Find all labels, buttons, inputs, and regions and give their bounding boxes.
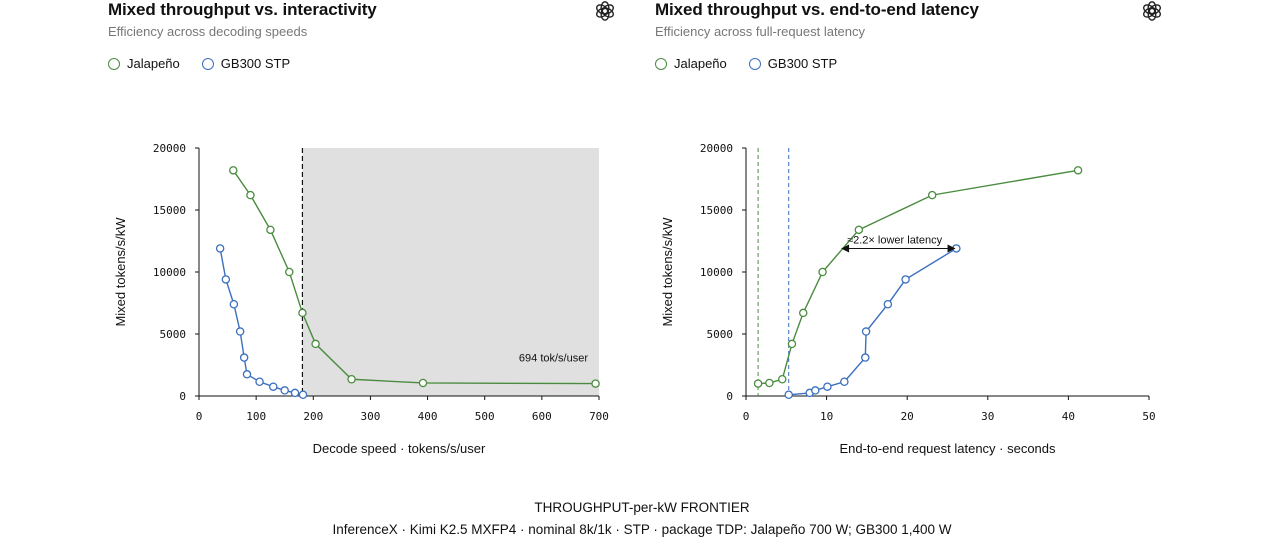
- data-point: [787, 339, 797, 349]
- data-point: [290, 388, 300, 398]
- data-point: [229, 299, 239, 309]
- left-legend: Jalapeño GB300 STP: [108, 56, 290, 71]
- legend-label-gb300: GB300 STP: [767, 56, 838, 71]
- data-point: [266, 225, 275, 235]
- data-point: [347, 375, 356, 384]
- y-tick-label: 15000: [153, 204, 186, 217]
- legend-label-jalapeno: Jalapeño: [674, 56, 727, 71]
- legend-item-jalapeno: Jalapeño: [108, 56, 180, 71]
- data-point: [246, 190, 255, 200]
- legend-marker-jalapeno: [655, 57, 667, 70]
- figure-caption-title: THROUGHPUT-per-kW FRONTIER: [534, 500, 750, 515]
- annotation-label: ≈2.2× lower latency: [847, 234, 943, 246]
- data-point: [798, 308, 808, 318]
- openai-logo-icon: [1143, 1, 1161, 21]
- legend-item-gb300: GB300 STP: [201, 56, 291, 71]
- x-tick-label: 0: [196, 410, 203, 423]
- data-point: [901, 275, 910, 284]
- data-point: [927, 190, 937, 200]
- y-tick-label: 5000: [160, 328, 187, 341]
- data-point: [854, 225, 864, 235]
- x-tick-label: 400: [418, 410, 438, 423]
- x-tick-label: 10: [820, 410, 833, 423]
- x-axis-label: Decode speed · tokens/s/user: [313, 441, 486, 456]
- data-point: [215, 244, 225, 253]
- series-line: [788, 247, 957, 396]
- x-tick-label: 50: [1142, 410, 1155, 423]
- data-point: [221, 275, 231, 284]
- right-chart-title: Mixed throughput vs. end-to-end latency: [655, 0, 979, 19]
- figure-caption-subtitle: InferenceX · Kimi K2.5 MXFP4 · nominal 8…: [332, 522, 952, 537]
- data-point: [229, 166, 238, 175]
- right-chart-subtitle: Efficiency across full-request latency: [655, 24, 866, 39]
- data-point: [239, 353, 249, 362]
- left-chart-subtitle: Efficiency across decoding speeds: [108, 24, 308, 39]
- y-tick-label: 20000: [153, 142, 186, 155]
- x-tick-label: 300: [360, 410, 380, 423]
- right-chart-panel: Mixed throughput vs. end-to-end latency …: [655, 0, 1215, 470]
- legend-marker-jalapeno: [108, 57, 120, 70]
- data-point: [311, 339, 320, 349]
- y-axis-label: Mixed tokens/s/kW: [660, 217, 675, 327]
- data-point: [861, 327, 871, 336]
- x-tick-label: 0: [743, 410, 750, 423]
- data-point: [298, 390, 308, 400]
- annotation-label: 694 tok/s/user: [519, 352, 588, 364]
- openai-logo-icon: [596, 1, 614, 21]
- data-point: [418, 378, 428, 388]
- data-point: [753, 379, 763, 388]
- data-point: [778, 375, 787, 384]
- data-point: [840, 377, 849, 386]
- legend-marker-gb300: [201, 57, 214, 70]
- shaded-region: [302, 148, 599, 396]
- y-tick-label: 0: [726, 390, 733, 403]
- y-tick-label: 10000: [700, 266, 733, 279]
- left-chart-panel: Mixed throughput vs. interactivity Effic…: [108, 0, 668, 470]
- y-tick-label: 0: [179, 390, 186, 403]
- data-point: [823, 382, 832, 391]
- y-tick-label: 15000: [700, 204, 733, 217]
- left-chart-title: Mixed throughput vs. interactivity: [108, 0, 377, 19]
- data-point: [765, 378, 774, 388]
- legend-marker-gb300: [748, 57, 761, 70]
- legend-label-gb300: GB300 STP: [220, 56, 291, 71]
- data-point: [591, 379, 600, 388]
- data-point: [298, 308, 307, 318]
- data-point: [1073, 166, 1083, 175]
- data-point: [811, 386, 820, 395]
- x-tick-label: 500: [475, 410, 495, 423]
- x-axis-label: End-to-end request latency · seconds: [839, 441, 1056, 456]
- x-tick-label: 700: [589, 410, 609, 423]
- data-point: [883, 299, 893, 309]
- x-tick-label: 30: [981, 410, 994, 423]
- data-point: [235, 327, 245, 336]
- x-tick-label: 100: [246, 410, 266, 423]
- y-tick-label: 20000: [700, 142, 733, 155]
- data-point: [255, 377, 264, 386]
- arrow-head-right: [947, 244, 956, 253]
- x-tick-label: 600: [532, 410, 552, 423]
- x-tick-label: 20: [901, 410, 914, 423]
- data-point: [269, 382, 278, 391]
- legend-item-jalapeno: Jalapeño: [655, 56, 727, 71]
- data-point: [280, 386, 289, 395]
- y-tick-label: 10000: [153, 266, 186, 279]
- legend-item-gb300: GB300 STP: [748, 56, 838, 71]
- x-tick-label: 40: [1062, 410, 1075, 423]
- y-axis-label: Mixed tokens/s/kW: [113, 217, 128, 327]
- data-point: [818, 267, 827, 277]
- arrow-head-left: [841, 244, 850, 253]
- legend-label-jalapeno: Jalapeño: [127, 56, 180, 71]
- series-line: [758, 169, 1079, 385]
- data-point: [784, 390, 793, 400]
- x-tick-label: 200: [303, 410, 323, 423]
- data-point: [285, 267, 294, 277]
- data-point: [861, 353, 870, 362]
- y-tick-label: 5000: [707, 328, 734, 341]
- right-legend: Jalapeño GB300 STP: [655, 56, 837, 71]
- data-point: [242, 370, 252, 379]
